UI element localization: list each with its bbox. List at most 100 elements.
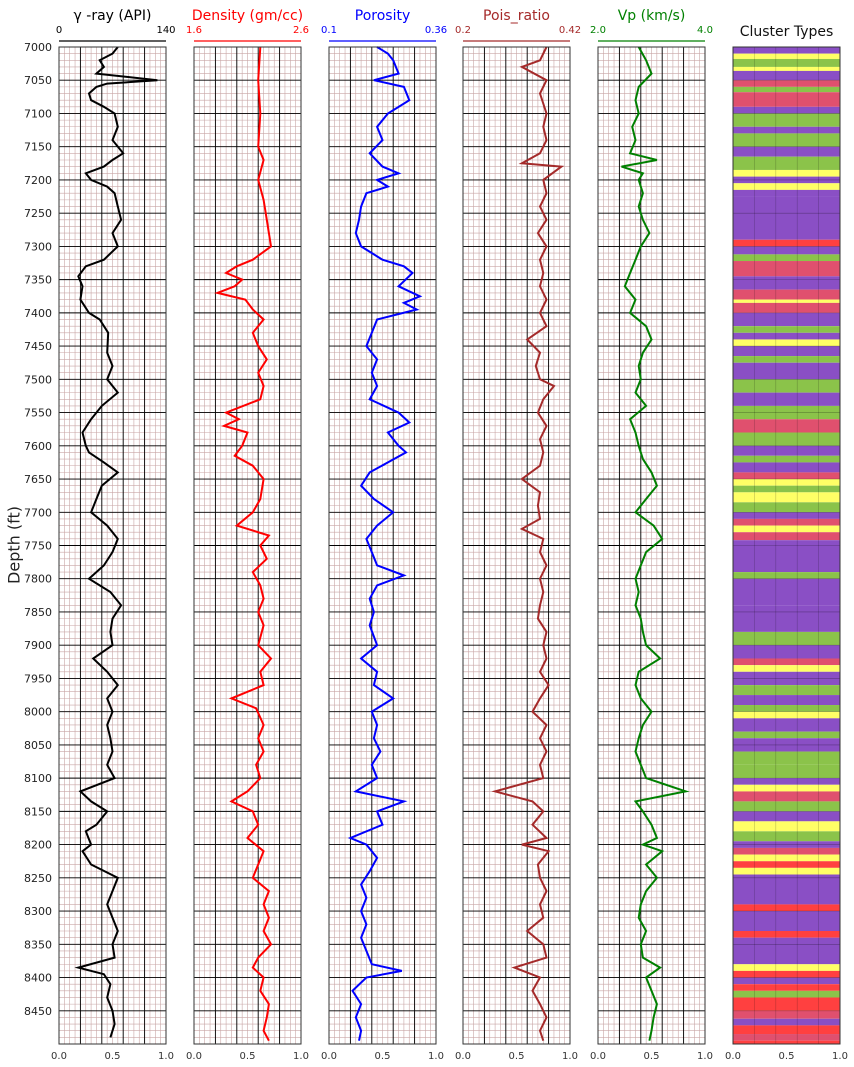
depth-tick-label: 8150 (24, 805, 52, 818)
x-tick-label: 0.0 (321, 1051, 337, 1062)
cluster-band (733, 605, 840, 632)
cluster-band (733, 964, 840, 971)
depth-tick-label: 7900 (24, 639, 52, 652)
depth-tick-label: 7000 (24, 41, 52, 54)
cluster-band (733, 572, 840, 579)
depth-tick-label: 7100 (24, 107, 52, 120)
track-frame (328, 46, 437, 1045)
cluster-band (733, 432, 840, 446)
cluster-band (733, 86, 840, 93)
cluster-band (733, 254, 840, 262)
cluster-band (733, 525, 840, 533)
track-frame (58, 46, 167, 1045)
cluster-band (733, 854, 840, 862)
cluster-band (733, 685, 840, 696)
cluster-band (733, 631, 840, 646)
cluster-band (733, 970, 840, 978)
scale-max-label: 140 (156, 25, 175, 36)
cluster-band (733, 665, 840, 672)
cluster-band (733, 146, 840, 157)
cluster-band (733, 80, 840, 87)
cluster-band (733, 977, 840, 985)
depth-tick-label: 7850 (24, 606, 52, 619)
depth-tick-label: 8100 (24, 772, 52, 785)
depth-tick-label: 7400 (24, 307, 52, 320)
y-axis-label-text: Depth (ft) (4, 506, 24, 584)
cluster-band (733, 784, 840, 792)
cluster-band (733, 937, 840, 965)
depth-tick-label: 7300 (24, 240, 52, 253)
cluster-band (733, 831, 840, 842)
cluster-band (733, 326, 840, 333)
cluster-band (733, 239, 840, 247)
scale-max-label: 0.42 (559, 25, 581, 36)
track-frame (462, 46, 571, 1045)
cluster-band (733, 1010, 840, 1019)
cluster-band (733, 1034, 840, 1041)
cluster-band (733, 1025, 840, 1035)
depth-tick-label: 7550 (24, 407, 52, 420)
depth-tick-label: 7500 (24, 373, 52, 386)
cluster-band (733, 867, 840, 875)
cluster-band (733, 731, 840, 739)
cluster-band (733, 711, 840, 719)
cluster-band (733, 379, 840, 393)
cluster-band (733, 462, 840, 473)
cluster-band (733, 405, 840, 420)
cluster-band (733, 997, 840, 1011)
x-tick-label: 1.0 (293, 1051, 309, 1062)
cluster-band (733, 356, 840, 363)
cluster-band (733, 931, 840, 938)
cluster-band (733, 645, 840, 659)
cluster-band (733, 658, 840, 666)
scale-min-label: 0.1 (321, 25, 337, 36)
cluster-band (733, 911, 840, 932)
depth-tick-label: 7450 (24, 340, 52, 353)
cluster-band (733, 821, 840, 832)
cluster-band (733, 346, 840, 357)
cluster-band (733, 801, 840, 812)
x-tick-label: 0.5 (375, 1051, 391, 1062)
cluster-band (733, 841, 840, 848)
cluster-band (733, 339, 840, 347)
scale-min-label: 2.0 (590, 25, 606, 36)
cluster-band (733, 189, 840, 197)
cluster-band (733, 512, 840, 519)
cluster-band (733, 479, 840, 486)
scale-min-label: 0 (56, 25, 62, 36)
log-curve (214, 46, 273, 1042)
cluster-band (733, 738, 840, 752)
log-track: 0.2 0.42 Pois_ratio 0.0 0.5 1.0 (455, 8, 581, 1062)
cluster-band (733, 445, 840, 456)
track-title: Porosity (355, 8, 410, 24)
cluster-band (733, 1018, 840, 1026)
cluster-band (733, 705, 840, 712)
depth-tick-label: 8000 (24, 706, 52, 719)
log-curve (491, 46, 565, 1042)
x-tick-label: 0.0 (51, 1051, 67, 1062)
cluster-band (733, 246, 840, 255)
cluster-band (733, 485, 840, 493)
track-title: Density (gm/cc) (192, 8, 303, 24)
scale-max-label: 0.36 (425, 25, 447, 36)
depth-tick-label: 8400 (24, 972, 52, 985)
x-tick-label: 1.0 (562, 1051, 578, 1062)
depth-tick-label: 8250 (24, 872, 52, 885)
cluster-band (733, 847, 840, 855)
x-tick-label: 1.0 (832, 1051, 848, 1062)
x-tick-label: 1.0 (158, 1051, 174, 1062)
log-curve (621, 46, 690, 1041)
cluster-band (733, 53, 840, 59)
scale-max-label: 4.0 (697, 25, 713, 36)
y-axis-label: Depth (ft) (4, 506, 24, 584)
x-tick-label: 0.5 (105, 1051, 121, 1062)
cluster-band (733, 126, 840, 134)
depth-tick-label: 7250 (24, 207, 52, 220)
x-tick-label: 1.0 (697, 1051, 713, 1062)
cluster-band (733, 532, 840, 541)
cluster-band (733, 113, 840, 127)
cluster-band (733, 312, 840, 327)
track-frame (732, 46, 841, 1045)
log-curve (74, 46, 158, 1038)
